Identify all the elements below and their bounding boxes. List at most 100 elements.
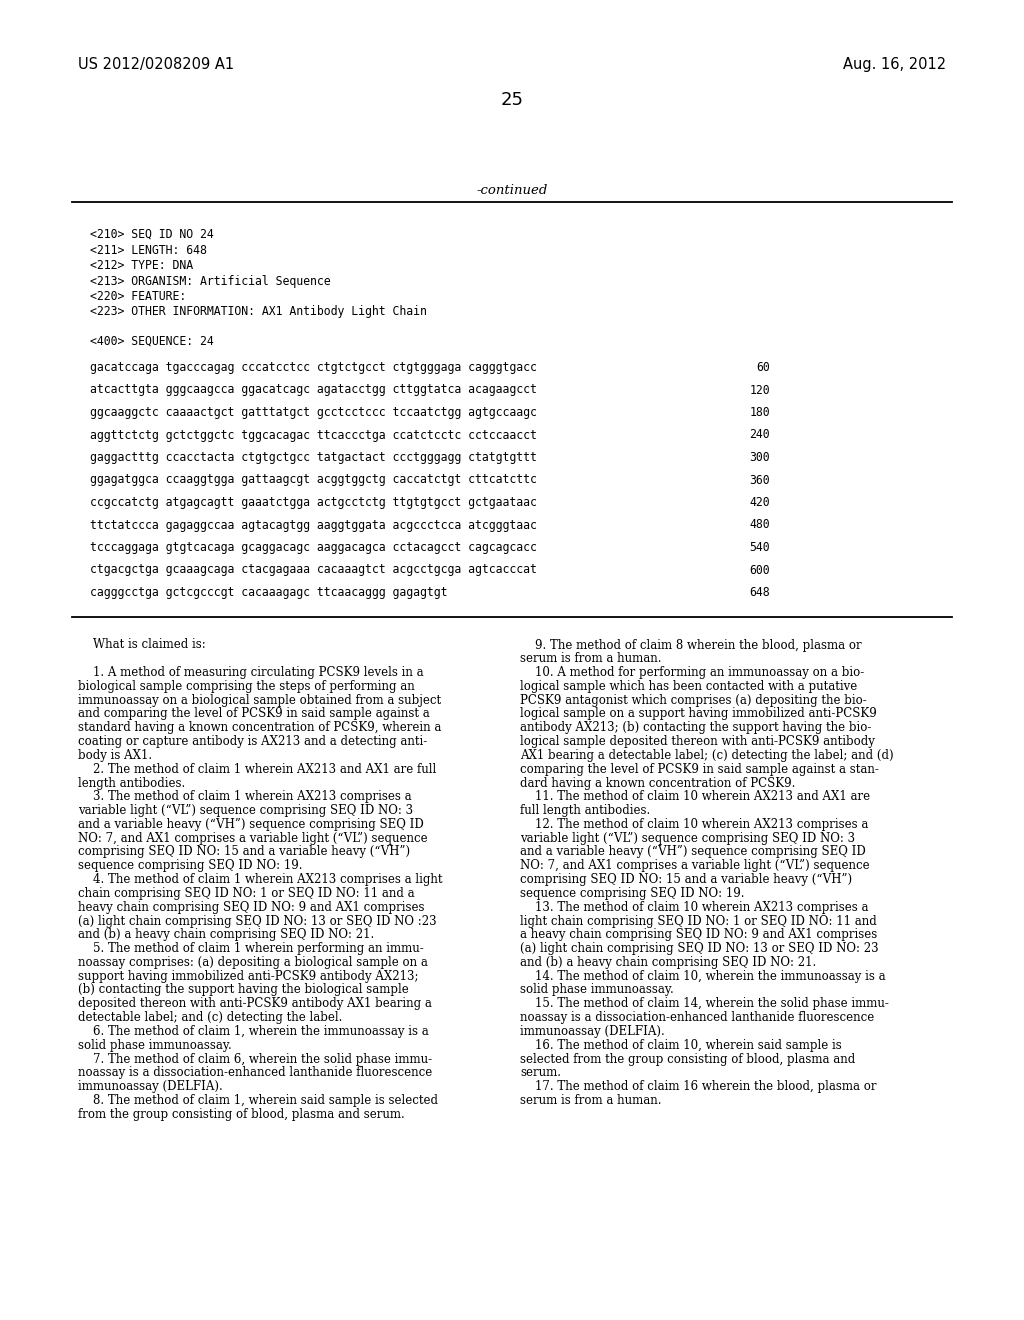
- Text: detectable label; and (c) detecting the label.: detectable label; and (c) detecting the …: [78, 1011, 342, 1024]
- Text: 5. The method of claim 1 wherein performing an immu-: 5. The method of claim 1 wherein perform…: [78, 942, 424, 956]
- Text: 1. A method of measuring circulating PCSK9 levels in a: 1. A method of measuring circulating PCS…: [78, 667, 424, 678]
- Text: 240: 240: [750, 429, 770, 441]
- Text: immunoassay (DELFIA).: immunoassay (DELFIA).: [78, 1080, 223, 1093]
- Text: heavy chain comprising SEQ ID NO: 9 and AX1 comprises: heavy chain comprising SEQ ID NO: 9 and …: [78, 900, 425, 913]
- Text: antibody AX213; (b) contacting the support having the bio-: antibody AX213; (b) contacting the suppo…: [520, 721, 871, 734]
- Text: immunoassay on a biological sample obtained from a subject: immunoassay on a biological sample obtai…: [78, 694, 441, 706]
- Text: 12. The method of claim 10 wherein AX213 comprises a: 12. The method of claim 10 wherein AX213…: [520, 818, 868, 830]
- Text: 7. The method of claim 6, wherein the solid phase immu-: 7. The method of claim 6, wherein the so…: [78, 1052, 432, 1065]
- Text: comparing the level of PCSK9 in said sample against a stan-: comparing the level of PCSK9 in said sam…: [520, 763, 879, 776]
- Text: 540: 540: [750, 541, 770, 554]
- Text: full length antibodies.: full length antibodies.: [520, 804, 650, 817]
- Text: and comparing the level of PCSK9 in said sample against a: and comparing the level of PCSK9 in said…: [78, 708, 430, 721]
- Text: standard having a known concentration of PCSK9, wherein a: standard having a known concentration of…: [78, 721, 441, 734]
- Text: Aug. 16, 2012: Aug. 16, 2012: [843, 58, 946, 73]
- Text: tcccaggaga gtgtcacaga gcaggacagc aaggacagca cctacagcct cagcagcacc: tcccaggaga gtgtcacaga gcaggacagc aaggaca…: [90, 541, 537, 554]
- Text: and (b) a heavy chain comprising SEQ ID NO: 21.: and (b) a heavy chain comprising SEQ ID …: [78, 928, 374, 941]
- Text: ggagatggca ccaaggtgga gattaagcgt acggtggctg caccatctgt cttcatcttc: ggagatggca ccaaggtgga gattaagcgt acggtgg…: [90, 474, 537, 487]
- Text: sequence comprising SEQ ID NO: 19.: sequence comprising SEQ ID NO: 19.: [78, 859, 302, 873]
- Text: 360: 360: [750, 474, 770, 487]
- Text: 420: 420: [750, 496, 770, 510]
- Text: US 2012/0208209 A1: US 2012/0208209 A1: [78, 58, 234, 73]
- Text: 8. The method of claim 1, wherein said sample is selected: 8. The method of claim 1, wherein said s…: [78, 1094, 438, 1107]
- Text: noassay is a dissociation-enhanced lanthanide fluorescence: noassay is a dissociation-enhanced lanth…: [520, 1011, 874, 1024]
- Text: 10. A method for performing an immunoassay on a bio-: 10. A method for performing an immunoass…: [520, 667, 864, 678]
- Text: chain comprising SEQ ID NO: 1 or SEQ ID NO: 11 and a: chain comprising SEQ ID NO: 1 or SEQ ID …: [78, 887, 415, 900]
- Text: <211> LENGTH: 648: <211> LENGTH: 648: [90, 243, 207, 256]
- Text: PCSK9 antagonist which comprises (a) depositing the bio-: PCSK9 antagonist which comprises (a) dep…: [520, 694, 866, 706]
- Text: gacatccaga tgacccagag cccatcctcc ctgtctgcct ctgtgggaga cagggtgacc: gacatccaga tgacccagag cccatcctcc ctgtctg…: [90, 360, 537, 374]
- Text: <212> TYPE: DNA: <212> TYPE: DNA: [90, 259, 194, 272]
- Text: 17. The method of claim 16 wherein the blood, plasma or: 17. The method of claim 16 wherein the b…: [520, 1080, 877, 1093]
- Text: logical sample which has been contacted with a putative: logical sample which has been contacted …: [520, 680, 857, 693]
- Text: 9. The method of claim 8 wherein the blood, plasma or: 9. The method of claim 8 wherein the blo…: [520, 639, 861, 652]
- Text: noassay is a dissociation-enhanced lanthanide fluorescence: noassay is a dissociation-enhanced lanth…: [78, 1067, 432, 1080]
- Text: aggttctctg gctctggctc tggcacagac ttcaccctga ccatctcctc cctccaacct: aggttctctg gctctggctc tggcacagac ttcaccc…: [90, 429, 537, 441]
- Text: 300: 300: [750, 451, 770, 465]
- Text: <213> ORGANISM: Artificial Sequence: <213> ORGANISM: Artificial Sequence: [90, 275, 331, 288]
- Text: cagggcctga gctcgcccgt cacaaagagc ttcaacaggg gagagtgt: cagggcctga gctcgcccgt cacaaagagc ttcaaca…: [90, 586, 447, 599]
- Text: ggcaaggctc caaaactgct gatttatgct gcctcctccc tccaatctgg agtgccaagc: ggcaaggctc caaaactgct gatttatgct gcctcct…: [90, 407, 537, 418]
- Text: biological sample comprising the steps of performing an: biological sample comprising the steps o…: [78, 680, 415, 693]
- Text: body is AX1.: body is AX1.: [78, 748, 153, 762]
- Text: variable light (“VL”) sequence comprising SEQ ID NO: 3: variable light (“VL”) sequence comprisin…: [520, 832, 855, 845]
- Text: NO: 7, and AX1 comprises a variable light (“VL”) sequence: NO: 7, and AX1 comprises a variable ligh…: [520, 859, 869, 873]
- Text: <223> OTHER INFORMATION: AX1 Antibody Light Chain: <223> OTHER INFORMATION: AX1 Antibody Li…: [90, 305, 427, 318]
- Text: logical sample on a support having immobilized anti-PCSK9: logical sample on a support having immob…: [520, 708, 877, 721]
- Text: -continued: -continued: [476, 183, 548, 197]
- Text: atcacttgta gggcaagcca ggacatcagc agatacctgg cttggtatca acagaagcct: atcacttgta gggcaagcca ggacatcagc agatacc…: [90, 384, 537, 396]
- Text: 648: 648: [750, 586, 770, 599]
- Text: (a) light chain comprising SEQ ID NO: 13 or SEQ ID NO: 23: (a) light chain comprising SEQ ID NO: 13…: [520, 942, 879, 956]
- Text: noassay comprises: (a) depositing a biological sample on a: noassay comprises: (a) depositing a biol…: [78, 956, 428, 969]
- Text: comprising SEQ ID NO: 15 and a variable heavy (“VH”): comprising SEQ ID NO: 15 and a variable …: [78, 846, 411, 858]
- Text: solid phase immunoassay.: solid phase immunoassay.: [78, 1039, 231, 1052]
- Text: 4. The method of claim 1 wherein AX213 comprises a light: 4. The method of claim 1 wherein AX213 c…: [78, 873, 442, 886]
- Text: sequence comprising SEQ ID NO: 19.: sequence comprising SEQ ID NO: 19.: [520, 887, 744, 900]
- Text: 60: 60: [757, 360, 770, 374]
- Text: variable light (“VL”) sequence comprising SEQ ID NO: 3: variable light (“VL”) sequence comprisin…: [78, 804, 413, 817]
- Text: gaggactttg ccacctacta ctgtgctgcc tatgactact ccctgggagg ctatgtgttt: gaggactttg ccacctacta ctgtgctgcc tatgact…: [90, 451, 537, 465]
- Text: <210> SEQ ID NO 24: <210> SEQ ID NO 24: [90, 228, 214, 242]
- Text: dard having a known concentration of PCSK9.: dard having a known concentration of PCS…: [520, 776, 796, 789]
- Text: support having immobilized anti-PCSK9 antibody AX213;: support having immobilized anti-PCSK9 an…: [78, 970, 419, 982]
- Text: 120: 120: [750, 384, 770, 396]
- Text: ttctatccca gagaggccaa agtacagtgg aaggtggata acgccctcca atcgggtaac: ttctatccca gagaggccaa agtacagtgg aaggtgg…: [90, 519, 537, 532]
- Text: 480: 480: [750, 519, 770, 532]
- Text: 16. The method of claim 10, wherein said sample is: 16. The method of claim 10, wherein said…: [520, 1039, 842, 1052]
- Text: 600: 600: [750, 564, 770, 577]
- Text: 13. The method of claim 10 wherein AX213 comprises a: 13. The method of claim 10 wherein AX213…: [520, 900, 868, 913]
- Text: 180: 180: [750, 407, 770, 418]
- Text: immunoassay (DELFIA).: immunoassay (DELFIA).: [520, 1024, 665, 1038]
- Text: solid phase immunoassay.: solid phase immunoassay.: [520, 983, 674, 997]
- Text: coating or capture antibody is AX213 and a detecting anti-: coating or capture antibody is AX213 and…: [78, 735, 427, 748]
- Text: comprising SEQ ID NO: 15 and a variable heavy (“VH”): comprising SEQ ID NO: 15 and a variable …: [520, 873, 852, 886]
- Text: and (b) a heavy chain comprising SEQ ID NO: 21.: and (b) a heavy chain comprising SEQ ID …: [520, 956, 816, 969]
- Text: serum.: serum.: [520, 1067, 561, 1080]
- Text: 3. The method of claim 1 wherein AX213 comprises a: 3. The method of claim 1 wherein AX213 c…: [78, 791, 412, 804]
- Text: AX1 bearing a detectable label; (c) detecting the label; and (d): AX1 bearing a detectable label; (c) dete…: [520, 748, 894, 762]
- Text: serum is from a human.: serum is from a human.: [520, 652, 662, 665]
- Text: 11. The method of claim 10 wherein AX213 and AX1 are: 11. The method of claim 10 wherein AX213…: [520, 791, 870, 804]
- Text: NO: 7, and AX1 comprises a variable light (“VL”) sequence: NO: 7, and AX1 comprises a variable ligh…: [78, 832, 428, 845]
- Text: from the group consisting of blood, plasma and serum.: from the group consisting of blood, plas…: [78, 1107, 404, 1121]
- Text: 6. The method of claim 1, wherein the immunoassay is a: 6. The method of claim 1, wherein the im…: [78, 1024, 429, 1038]
- Text: a heavy chain comprising SEQ ID NO: 9 and AX1 comprises: a heavy chain comprising SEQ ID NO: 9 an…: [520, 928, 878, 941]
- Text: What is claimed is:: What is claimed is:: [78, 639, 206, 652]
- Text: length antibodies.: length antibodies.: [78, 776, 185, 789]
- Text: ccgccatctg atgagcagtt gaaatctgga actgcctctg ttgtgtgcct gctgaataac: ccgccatctg atgagcagtt gaaatctgga actgcct…: [90, 496, 537, 510]
- Text: logical sample deposited thereon with anti-PCSK9 antibody: logical sample deposited thereon with an…: [520, 735, 874, 748]
- Text: deposited thereon with anti-PCSK9 antibody AX1 bearing a: deposited thereon with anti-PCSK9 antibo…: [78, 998, 432, 1010]
- Text: 15. The method of claim 14, wherein the solid phase immu-: 15. The method of claim 14, wherein the …: [520, 998, 889, 1010]
- Text: and a variable heavy (“VH”) sequence comprising SEQ ID: and a variable heavy (“VH”) sequence com…: [78, 818, 424, 830]
- Text: (b) contacting the support having the biological sample: (b) contacting the support having the bi…: [78, 983, 409, 997]
- Text: 14. The method of claim 10, wherein the immunoassay is a: 14. The method of claim 10, wherein the …: [520, 970, 886, 982]
- Text: <400> SEQUENCE: 24: <400> SEQUENCE: 24: [90, 335, 214, 348]
- Text: ctgacgctga gcaaagcaga ctacgagaaa cacaaagtct acgcctgcga agtcacccat: ctgacgctga gcaaagcaga ctacgagaaa cacaaag…: [90, 564, 537, 577]
- Text: 25: 25: [501, 91, 523, 110]
- Text: (a) light chain comprising SEQ ID NO: 13 or SEQ ID NO :23: (a) light chain comprising SEQ ID NO: 13…: [78, 915, 436, 928]
- Text: and a variable heavy (“VH”) sequence comprising SEQ ID: and a variable heavy (“VH”) sequence com…: [520, 846, 865, 858]
- Text: selected from the group consisting of blood, plasma and: selected from the group consisting of bl…: [520, 1052, 855, 1065]
- Text: <220> FEATURE:: <220> FEATURE:: [90, 290, 186, 304]
- Text: serum is from a human.: serum is from a human.: [520, 1094, 662, 1107]
- Text: 2. The method of claim 1 wherein AX213 and AX1 are full: 2. The method of claim 1 wherein AX213 a…: [78, 763, 436, 776]
